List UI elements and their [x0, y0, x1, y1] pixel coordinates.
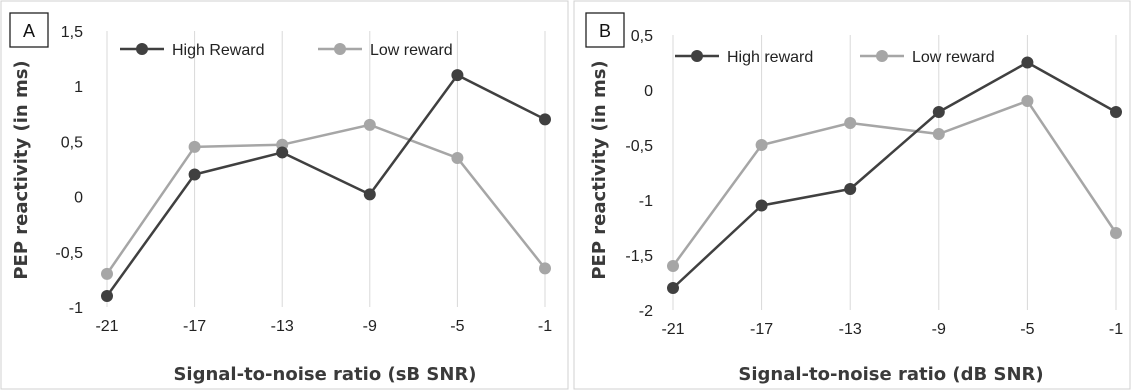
- panel-a-x-tick-label: -17: [183, 318, 206, 335]
- panel-a-series-0-point-2: [276, 146, 289, 159]
- panel-b-y-tick-label: -2: [639, 303, 653, 320]
- panel-b-series-1-point-1: [755, 139, 768, 151]
- panel-b-series-1-point-2: [844, 117, 857, 129]
- panel-b-series-0-point-4: [1021, 56, 1034, 69]
- panel-b-series-0-point-2: [844, 183, 857, 195]
- panel-a-x-tick-label: -21: [95, 318, 118, 335]
- panel-b-y-tick-label: -0,5: [625, 138, 653, 155]
- panel-a-series-1-point-0: [101, 267, 113, 280]
- panel-b-legend: High reward Low reward: [675, 49, 995, 66]
- panel-a-legend-marker-0: [136, 43, 148, 55]
- panel-a-legend: High Reward Low reward: [120, 42, 453, 59]
- panel-a-y-tick-label: -1: [69, 300, 83, 317]
- panel-b-x-tick-label: -9: [932, 321, 946, 338]
- panel-a-series-0-point-5: [539, 113, 551, 126]
- panel-a-series-1-line: [105, 123, 546, 275]
- panel-b-label: B: [599, 21, 611, 41]
- panel-b-legend-label-1: Low reward: [912, 49, 995, 66]
- panel-b-series-1-point-5: [1110, 227, 1122, 239]
- panel-b-label-box: B: [585, 12, 625, 48]
- panel-a-y-ticks: -1 -0,5 0 0,5 1 1,5: [55, 24, 83, 317]
- panel-a-x-axis-title: Signal-to-noise ratio (sB SNR): [173, 364, 476, 385]
- panel-b-frame: [573, 0, 1131, 390]
- panel-a-y-tick-label: 1: [74, 79, 83, 96]
- panel-b-legend-marker-1: [876, 50, 888, 62]
- panel-a-series-0-line: [105, 73, 546, 297]
- panel-a-x-tick-label: -1: [538, 318, 552, 335]
- panel-b-series-1-point-4: [1021, 95, 1034, 107]
- panel-a-x-tick-label: -9: [363, 318, 377, 335]
- panel-b-series-0-point-3: [932, 106, 945, 118]
- panel-b-series: [667, 56, 1122, 294]
- panel-b-series-0-point-5: [1110, 106, 1122, 118]
- panel-a-series: [101, 69, 551, 302]
- panel-a-y-tick-label: -0,5: [55, 245, 83, 262]
- panel-b-y-tick-label: 0: [644, 83, 653, 100]
- panel-b-series-1-line: [671, 99, 1118, 267]
- panel-a-series-1-point-5: [539, 262, 551, 275]
- panel-b-x-ticks: -21 -17 -13 -9 -5 -1: [661, 321, 1123, 338]
- panel-a-y-tick-label: 0,5: [61, 134, 83, 151]
- panel-b-series-0-line: [672, 61, 1117, 289]
- panel-b-series-0-point-1: [755, 199, 768, 212]
- panel-b-x-tick-label: -5: [1020, 321, 1034, 338]
- panel-b-x-tick-label: -1: [1109, 321, 1123, 338]
- panel-b-y-tick-label: -1,5: [625, 248, 653, 265]
- panel-a: A -1 -0,5 0 0,5 1 1,5 -21 -17 -13 -9 -5 -1 High Re…: [9, 12, 552, 385]
- panel-a-x-ticks: -21 -17 -13 -9 -5 -1: [95, 318, 552, 335]
- panel-b-x-tick-label: -13: [839, 321, 862, 338]
- panel-a-series-0-point-3: [363, 188, 376, 201]
- panel-b-legend-label-0: High reward: [727, 49, 813, 66]
- panel-b-legend-marker-0: [691, 50, 703, 62]
- panel-b-series-0-point-0: [667, 282, 679, 294]
- panel-b-y-tick-label: 0,5: [631, 28, 653, 45]
- panel-a-y-tick-label: 1,5: [61, 24, 83, 41]
- panel-b: B -2 -1,5 -1 -0,5 0 0,5 -21 -17 -13 -9 -5 -1 High …: [585, 12, 1123, 385]
- panel-a-frame: [0, 0, 569, 390]
- panel-a-series-1-point-3: [363, 118, 376, 131]
- panel-a-series-0-point-1: [188, 168, 201, 181]
- panel-a-legend-marker-1: [334, 43, 346, 55]
- panel-b-y-tick-label: -1: [639, 193, 653, 210]
- panel-a-label: A: [23, 21, 35, 41]
- panel-a-series-0-point-0: [101, 289, 113, 302]
- panel-b-x-axis-title: Signal-to-noise ratio (dB SNR): [738, 364, 1043, 385]
- panel-b-grid: [672, 35, 1117, 310]
- panel-b-x-tick-label: -21: [661, 321, 684, 338]
- panel-a-x-tick-label: -13: [271, 318, 294, 335]
- panel-b-y-ticks: -2 -1,5 -1 -0,5 0 0,5: [625, 28, 653, 320]
- panel-b-series-1-point-3: [932, 128, 945, 140]
- panel-b-x-tick-label: -17: [750, 321, 773, 338]
- panel-a-series-1-point-1: [188, 140, 201, 153]
- panel-b-y-axis-title: PEP reactivity (in ms): [589, 60, 610, 279]
- panel-a-x-tick-label: -5: [450, 318, 464, 335]
- panel-a-series-1-point-4: [451, 151, 464, 164]
- panel-a-y-axis-title: PEP reactivity (in ms): [11, 60, 32, 279]
- panel-b-series-1-point-0: [667, 260, 679, 272]
- panel-a-series-0-point-4: [451, 69, 464, 82]
- panel-a-y-tick-label: 0: [74, 190, 83, 207]
- panel-a-legend-label-1: Low reward: [370, 42, 453, 59]
- panel-a-label-box: A: [9, 12, 49, 48]
- panel-a-legend-label-0: High Reward: [172, 42, 264, 59]
